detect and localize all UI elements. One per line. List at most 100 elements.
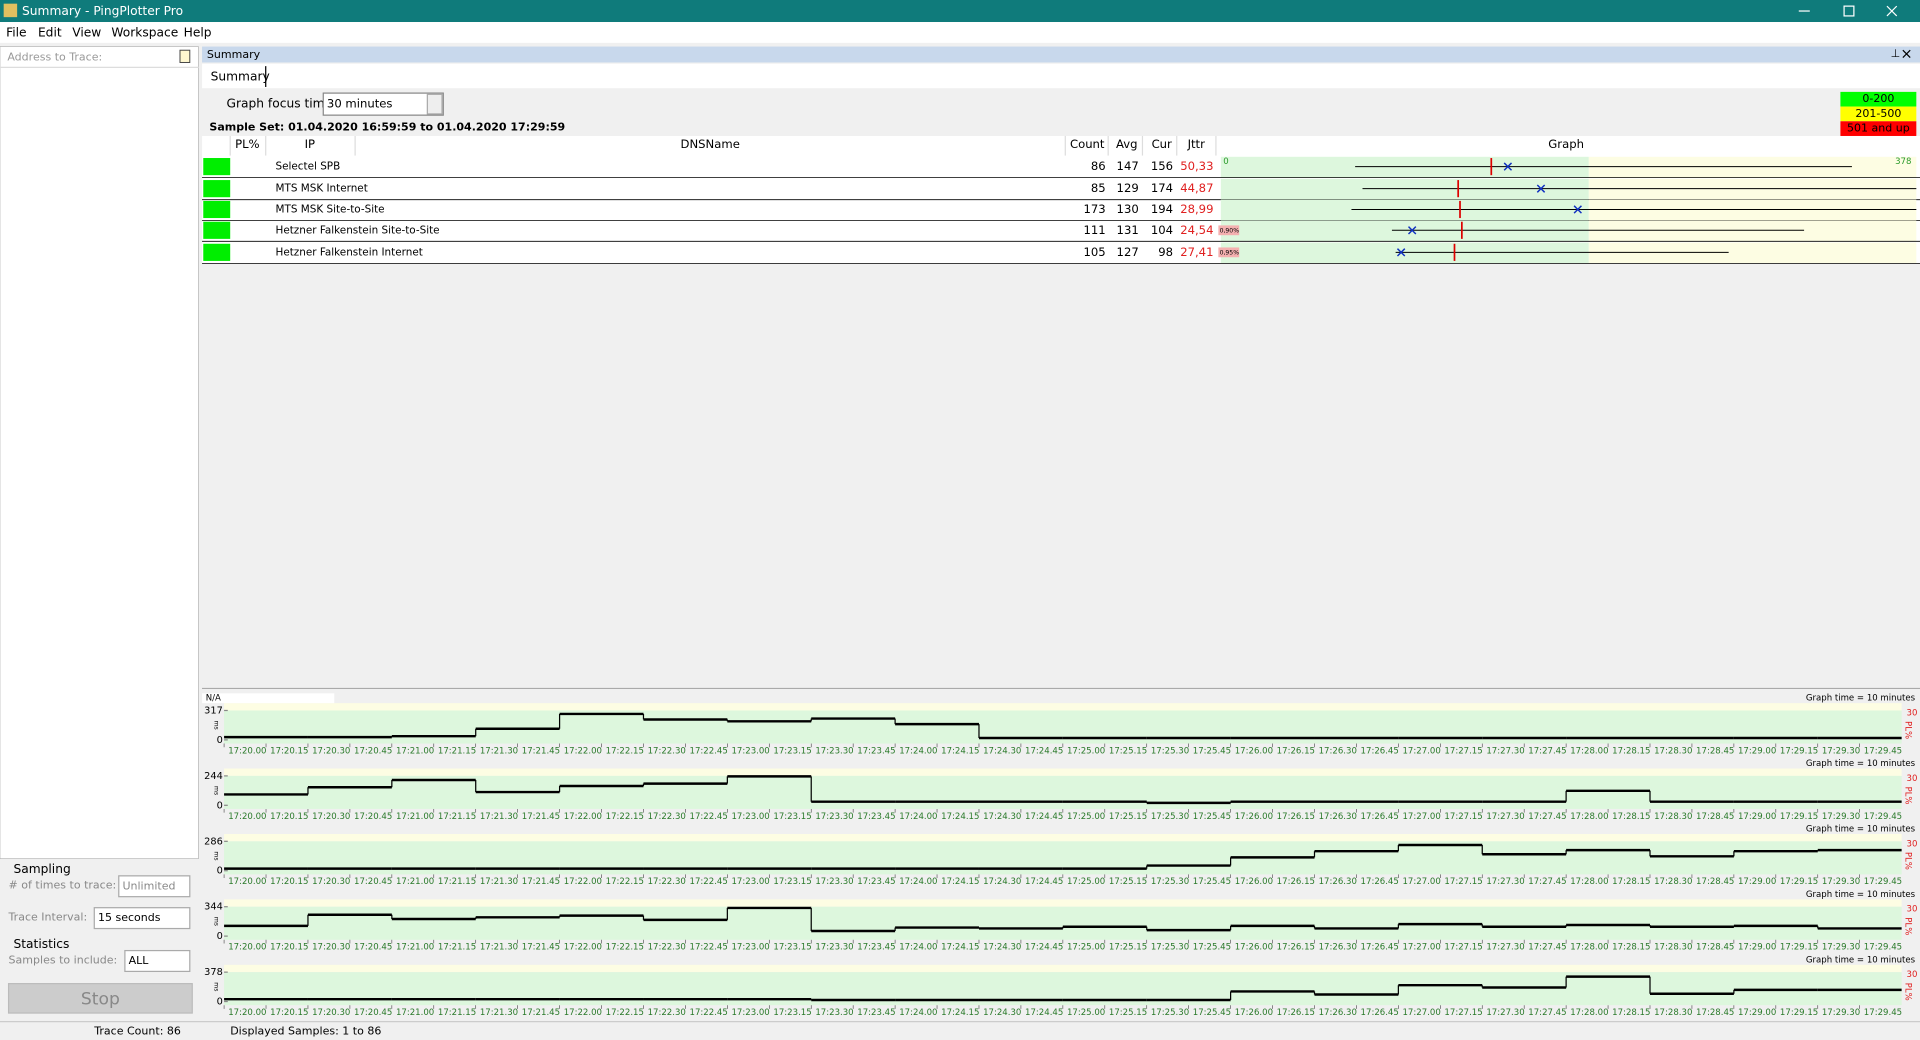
- time-tick-label: 17:26.30: [1319, 746, 1357, 756]
- time-tick-label: 17:27.45: [1528, 877, 1566, 887]
- time-tick-label: 17:23.45: [857, 1008, 895, 1018]
- y-min-label: 0: [217, 735, 223, 746]
- trace-count: Trace Count: 86: [93, 1024, 181, 1037]
- time-tick-label: 17:22.15: [606, 943, 644, 953]
- left-panel: [0, 46, 199, 860]
- times-input[interactable]: [118, 875, 191, 898]
- pl-axis-label: PL%: [1902, 786, 1912, 804]
- time-tick-label: 17:26.15: [1277, 812, 1315, 822]
- samples-input[interactable]: [124, 949, 191, 973]
- stop-button[interactable]: [7, 983, 193, 1014]
- plot-bg-yellow: [224, 964, 1902, 973]
- menu-item[interactable]: File: [6, 26, 26, 40]
- time-tick-label: 17:22.45: [690, 943, 728, 953]
- close-button[interactable]: [1886, 5, 1898, 17]
- column-header: Jttr: [1187, 137, 1206, 151]
- time-tick-label: 17:25.00: [1067, 877, 1105, 887]
- time-tick-label: 17:24.15: [941, 943, 979, 953]
- time-tick-label: 17:23.15: [773, 943, 811, 953]
- interval-input[interactable]: [93, 907, 191, 930]
- times-value: Unlimited: [122, 879, 175, 892]
- time-tick-label: 17:21.45: [522, 746, 560, 756]
- time-tick-label: 17:23.30: [815, 1008, 853, 1018]
- focus-input[interactable]: [322, 92, 444, 116]
- column-header: Avg: [1116, 137, 1138, 151]
- time-tick-label: 17:26.30: [1319, 812, 1357, 822]
- time-tick-label: 17:24.30: [983, 877, 1021, 887]
- time-tick-label: 17:23.45: [857, 877, 895, 887]
- graph-bg-green: [1220, 242, 1589, 264]
- time-tick-label: 17:27.00: [1402, 943, 1440, 953]
- avg: 131: [1117, 223, 1139, 237]
- time-tick-label: 17:26.45: [1361, 812, 1399, 822]
- pin-button[interactable]: ⊥: [1891, 47, 1901, 60]
- time-tick-label: 17:21.45: [522, 877, 560, 887]
- graph-time: Graph time = 10 minutes: [1806, 694, 1916, 704]
- unit-label: ms: [213, 982, 220, 991]
- time-tick-label: 17:25.15: [1109, 812, 1147, 822]
- y-min-label: 0: [217, 997, 223, 1008]
- restore-button[interactable]: [1843, 5, 1855, 17]
- time-tick-label: 17:25.30: [1151, 943, 1189, 953]
- menu-item[interactable]: View: [72, 26, 101, 40]
- time-tick-label: 17:26.15: [1277, 746, 1315, 756]
- time-tick-label: 17:24.45: [1025, 746, 1063, 756]
- new-icon[interactable]: [179, 49, 191, 63]
- pl-max: 30: [1907, 905, 1918, 915]
- time-tick-label: 17:24.00: [899, 812, 937, 822]
- time-tick-label: 17:22.00: [564, 812, 602, 822]
- time-tick-label: 17:23.00: [731, 746, 769, 756]
- cur-mark: [1396, 248, 1406, 257]
- time-tick-label: 17:20.00: [228, 943, 266, 953]
- time-tick-label: 17:26.30: [1319, 1008, 1357, 1018]
- cur: 98: [1158, 245, 1173, 259]
- time-tick-label: 17:28.30: [1654, 746, 1692, 756]
- time-tick-label: 17:26.15: [1277, 943, 1315, 953]
- cur-mark: [1536, 184, 1546, 193]
- panel-close[interactable]: [1902, 49, 1911, 59]
- count: 173: [1084, 202, 1106, 216]
- host-name: Hetzner Falkenstein Site-to-Site: [276, 224, 440, 236]
- time-tick-label: 17:25.15: [1109, 746, 1147, 756]
- time-tick-label: 17:22.30: [648, 746, 686, 756]
- time-tick-label: 17:25.45: [1193, 746, 1231, 756]
- summary-tab[interactable]: Summary: [211, 70, 270, 84]
- menu-item[interactable]: Workspace: [111, 26, 178, 40]
- time-tick-label: 17:28.45: [1696, 812, 1734, 822]
- menu-bar: [0, 22, 1920, 43]
- y-max-label: 317: [204, 705, 223, 716]
- pl-axis-label: PL%: [1902, 852, 1912, 870]
- time-tick-label: 17:22.30: [648, 877, 686, 887]
- y-max-label: 244: [204, 771, 223, 782]
- legend-swatch: [1840, 106, 1917, 122]
- column-header: PL%: [235, 137, 260, 151]
- time-tick-label: 17:29.45: [1864, 877, 1902, 887]
- time-tick-label: 17:21.45: [522, 1008, 560, 1018]
- time-tick-label: 17:27.30: [1486, 943, 1524, 953]
- time-tick-label: 17:27.15: [1444, 877, 1482, 887]
- menu-item[interactable]: Edit: [38, 26, 62, 40]
- time-tick-label: 17:28.30: [1654, 812, 1692, 822]
- scale-min: 0: [1223, 157, 1228, 167]
- time-tick-label: 17:29.00: [1738, 812, 1776, 822]
- avg: 130: [1117, 202, 1139, 216]
- time-tick-label: 17:29.15: [1780, 943, 1818, 953]
- time-tick-label: 17:26.45: [1361, 746, 1399, 756]
- menu-item[interactable]: Help: [184, 26, 212, 40]
- time-tick-label: 17:20.30: [312, 812, 350, 822]
- graph-bg-green: [1220, 178, 1589, 200]
- time-tick-label: 17:24.00: [899, 877, 937, 887]
- time-tick-label: 17:22.45: [690, 746, 728, 756]
- y-min-label: 0: [217, 931, 223, 942]
- time-tick-label: 17:21.15: [438, 812, 476, 822]
- time-tick-label: 17:23.30: [815, 877, 853, 887]
- time-tick-label: 17:23.30: [815, 812, 853, 822]
- focus-spinner[interactable]: [426, 93, 443, 115]
- count: 111: [1084, 223, 1106, 237]
- jitter: 28,99: [1180, 202, 1213, 216]
- count: 105: [1084, 245, 1106, 259]
- time-tick-label: 17:28.30: [1654, 943, 1692, 953]
- pl-max: 30: [1907, 774, 1918, 784]
- address-input[interactable]: Address to Trace:: [7, 51, 102, 64]
